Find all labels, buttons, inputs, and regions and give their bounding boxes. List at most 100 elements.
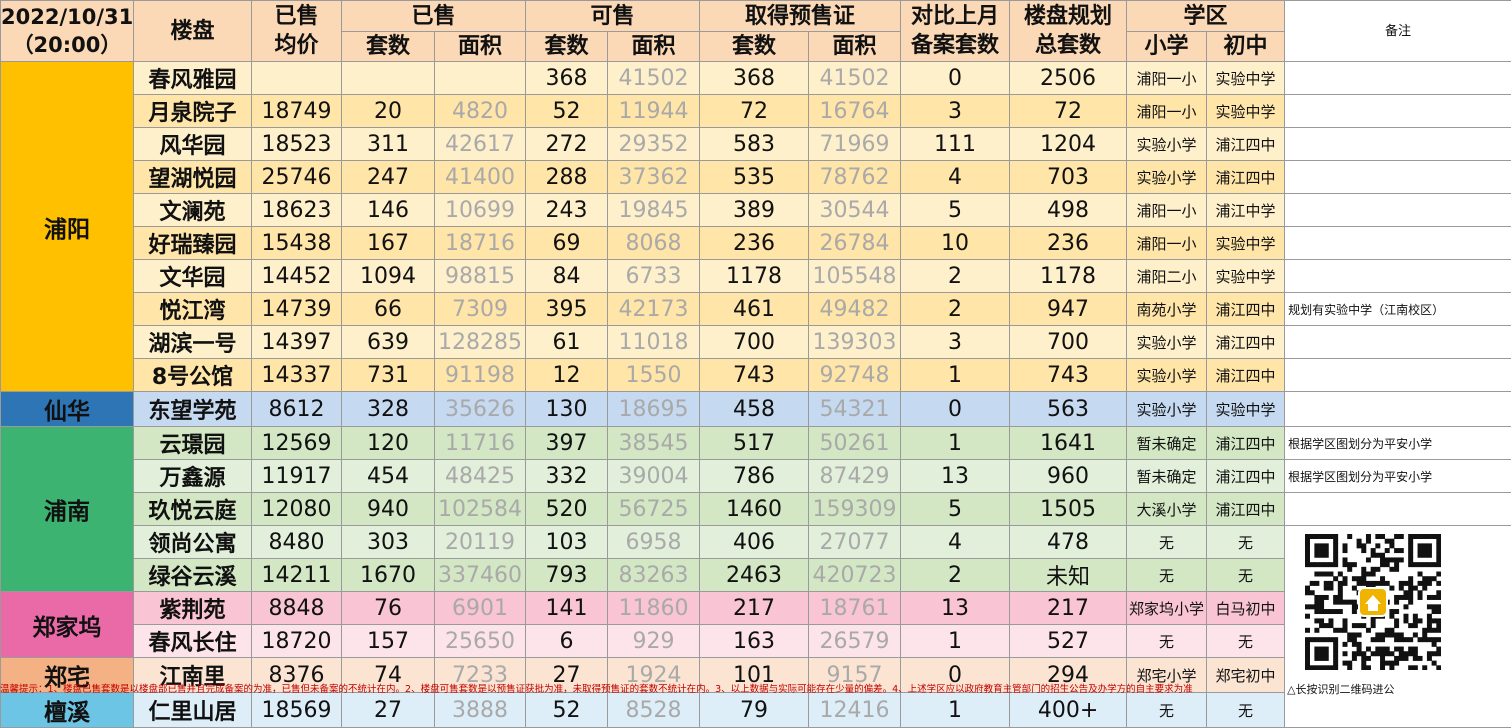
plan-total-cell: 未知 xyxy=(1010,559,1127,592)
available-area-cell: 41502 xyxy=(608,62,700,95)
available-units-cell: 103 xyxy=(526,526,608,559)
available-units-cell: 84 xyxy=(526,260,608,293)
available-area-cell: 38545 xyxy=(608,427,700,460)
available-units-cell: 395 xyxy=(526,293,608,326)
junior-school-cell: 白马初中 xyxy=(1207,592,1285,625)
junior-school-cell: 实验中学 xyxy=(1207,62,1285,95)
avg-price-cell: 8612 xyxy=(252,392,342,427)
qr-code-image[interactable] xyxy=(1305,534,1441,670)
junior-school-cell: 浦江四中 xyxy=(1207,128,1285,161)
sold-units-cell: 731 xyxy=(342,359,435,392)
compare-cell: 4 xyxy=(901,526,1010,559)
junior-school-cell: 无 xyxy=(1207,625,1285,658)
note-cell: 根据学区图划分为平安小学 xyxy=(1285,460,1511,493)
available-units-cell: 332 xyxy=(526,460,608,493)
permit-area-cell: 87429 xyxy=(809,460,901,493)
avg-price-cell: 18623 xyxy=(252,194,342,227)
available-area-cell: 83263 xyxy=(608,559,700,592)
permit-area-cell: 420723 xyxy=(809,559,901,592)
plan-total-cell: 217 xyxy=(1010,592,1127,625)
note-cell xyxy=(1285,62,1511,95)
sold-units-cell: 20 xyxy=(342,95,435,128)
note-cell xyxy=(1285,326,1511,359)
project-name-cell: 湖滨一号 xyxy=(134,326,252,359)
project-name-cell: 玖悦云庭 xyxy=(134,493,252,526)
compare-header-line1: 对比上月 xyxy=(901,2,1009,31)
plan-total-cell: 947 xyxy=(1010,293,1127,326)
sold-units-cell: 1094 xyxy=(342,260,435,293)
sold-area-cell: 11716 xyxy=(435,427,526,460)
plan-total-cell: 1204 xyxy=(1010,128,1127,161)
available-area-header: 面积 xyxy=(608,32,700,62)
primary-school-header: 小学 xyxy=(1127,32,1207,62)
permit-units-cell: 700 xyxy=(700,326,809,359)
available-units-cell: 141 xyxy=(526,592,608,625)
available-header: 可售 xyxy=(526,1,700,32)
permit-area-cell: 26784 xyxy=(809,227,901,260)
available-units-cell: 397 xyxy=(526,427,608,460)
permit-units-cell: 406 xyxy=(700,526,809,559)
plan-total-cell: 1641 xyxy=(1010,427,1127,460)
available-units-header: 套数 xyxy=(526,32,608,62)
sold-units-cell: 120 xyxy=(342,427,435,460)
primary-school-cell: 浦阳一小 xyxy=(1127,194,1207,227)
time-text: （20:00） xyxy=(1,31,133,59)
disclaimer-text: 温馨提示：1、楼盘已售套数是以楼盘部已售并且完成备案的为准，已售但未备案的不统计… xyxy=(0,681,1511,698)
permit-area-cell: 159309 xyxy=(809,493,901,526)
sold-area-cell: 41400 xyxy=(435,161,526,194)
available-area-cell: 42173 xyxy=(608,293,700,326)
primary-school-cell: 实验小学 xyxy=(1127,359,1207,392)
region-cell: 浦阳 xyxy=(1,62,134,392)
available-units-cell: 368 xyxy=(526,62,608,95)
sold-area-cell: 18716 xyxy=(435,227,526,260)
plan-total-cell: 1178 xyxy=(1010,260,1127,293)
primary-school-cell: 南苑小学 xyxy=(1127,293,1207,326)
plan-header: 楼盘规划总套数 xyxy=(1010,1,1127,62)
note-cell xyxy=(1285,493,1511,526)
plan-total-cell: 72 xyxy=(1010,95,1127,128)
junior-school-cell: 实验中学 xyxy=(1207,95,1285,128)
compare-cell: 2 xyxy=(901,293,1010,326)
compare-cell: 2 xyxy=(901,260,1010,293)
sold-area-header: 面积 xyxy=(435,32,526,62)
sold-units-cell: 167 xyxy=(342,227,435,260)
primary-school-cell: 浦阳一小 xyxy=(1127,95,1207,128)
permit-units-cell: 583 xyxy=(700,128,809,161)
plan-header-line2: 总套数 xyxy=(1010,31,1126,60)
available-area-cell: 6733 xyxy=(608,260,700,293)
primary-school-cell: 郑家坞小学 xyxy=(1127,592,1207,625)
permit-units-cell: 535 xyxy=(700,161,809,194)
note-cell xyxy=(1285,161,1511,194)
permit-area-cell: 26579 xyxy=(809,625,901,658)
plan-total-cell: 2506 xyxy=(1010,62,1127,95)
compare-cell: 10 xyxy=(901,227,1010,260)
available-area-cell: 1550 xyxy=(608,359,700,392)
primary-school-cell: 实验小学 xyxy=(1127,128,1207,161)
available-units-cell: 520 xyxy=(526,493,608,526)
permit-units-cell: 517 xyxy=(700,427,809,460)
available-area-cell: 11018 xyxy=(608,326,700,359)
avg-price-cell xyxy=(252,62,342,95)
note-cell: 根据学区图划分为平安小学 xyxy=(1285,427,1511,460)
available-area-cell: 929 xyxy=(608,625,700,658)
permit-area-cell: 71969 xyxy=(809,128,901,161)
junior-school-cell: 浦江四中 xyxy=(1207,427,1285,460)
sold-area-cell: 128285 xyxy=(435,326,526,359)
permit-units-cell: 368 xyxy=(700,62,809,95)
compare-header-line2: 备案套数 xyxy=(901,31,1009,60)
sold-units-cell: 66 xyxy=(342,293,435,326)
sold-units-header: 套数 xyxy=(342,32,435,62)
avg-price-cell: 18523 xyxy=(252,128,342,161)
compare-cell: 5 xyxy=(901,194,1010,227)
plan-total-cell: 563 xyxy=(1010,392,1127,427)
note-cell xyxy=(1285,260,1511,293)
sold-area-cell: 42617 xyxy=(435,128,526,161)
permit-units-cell: 2463 xyxy=(700,559,809,592)
